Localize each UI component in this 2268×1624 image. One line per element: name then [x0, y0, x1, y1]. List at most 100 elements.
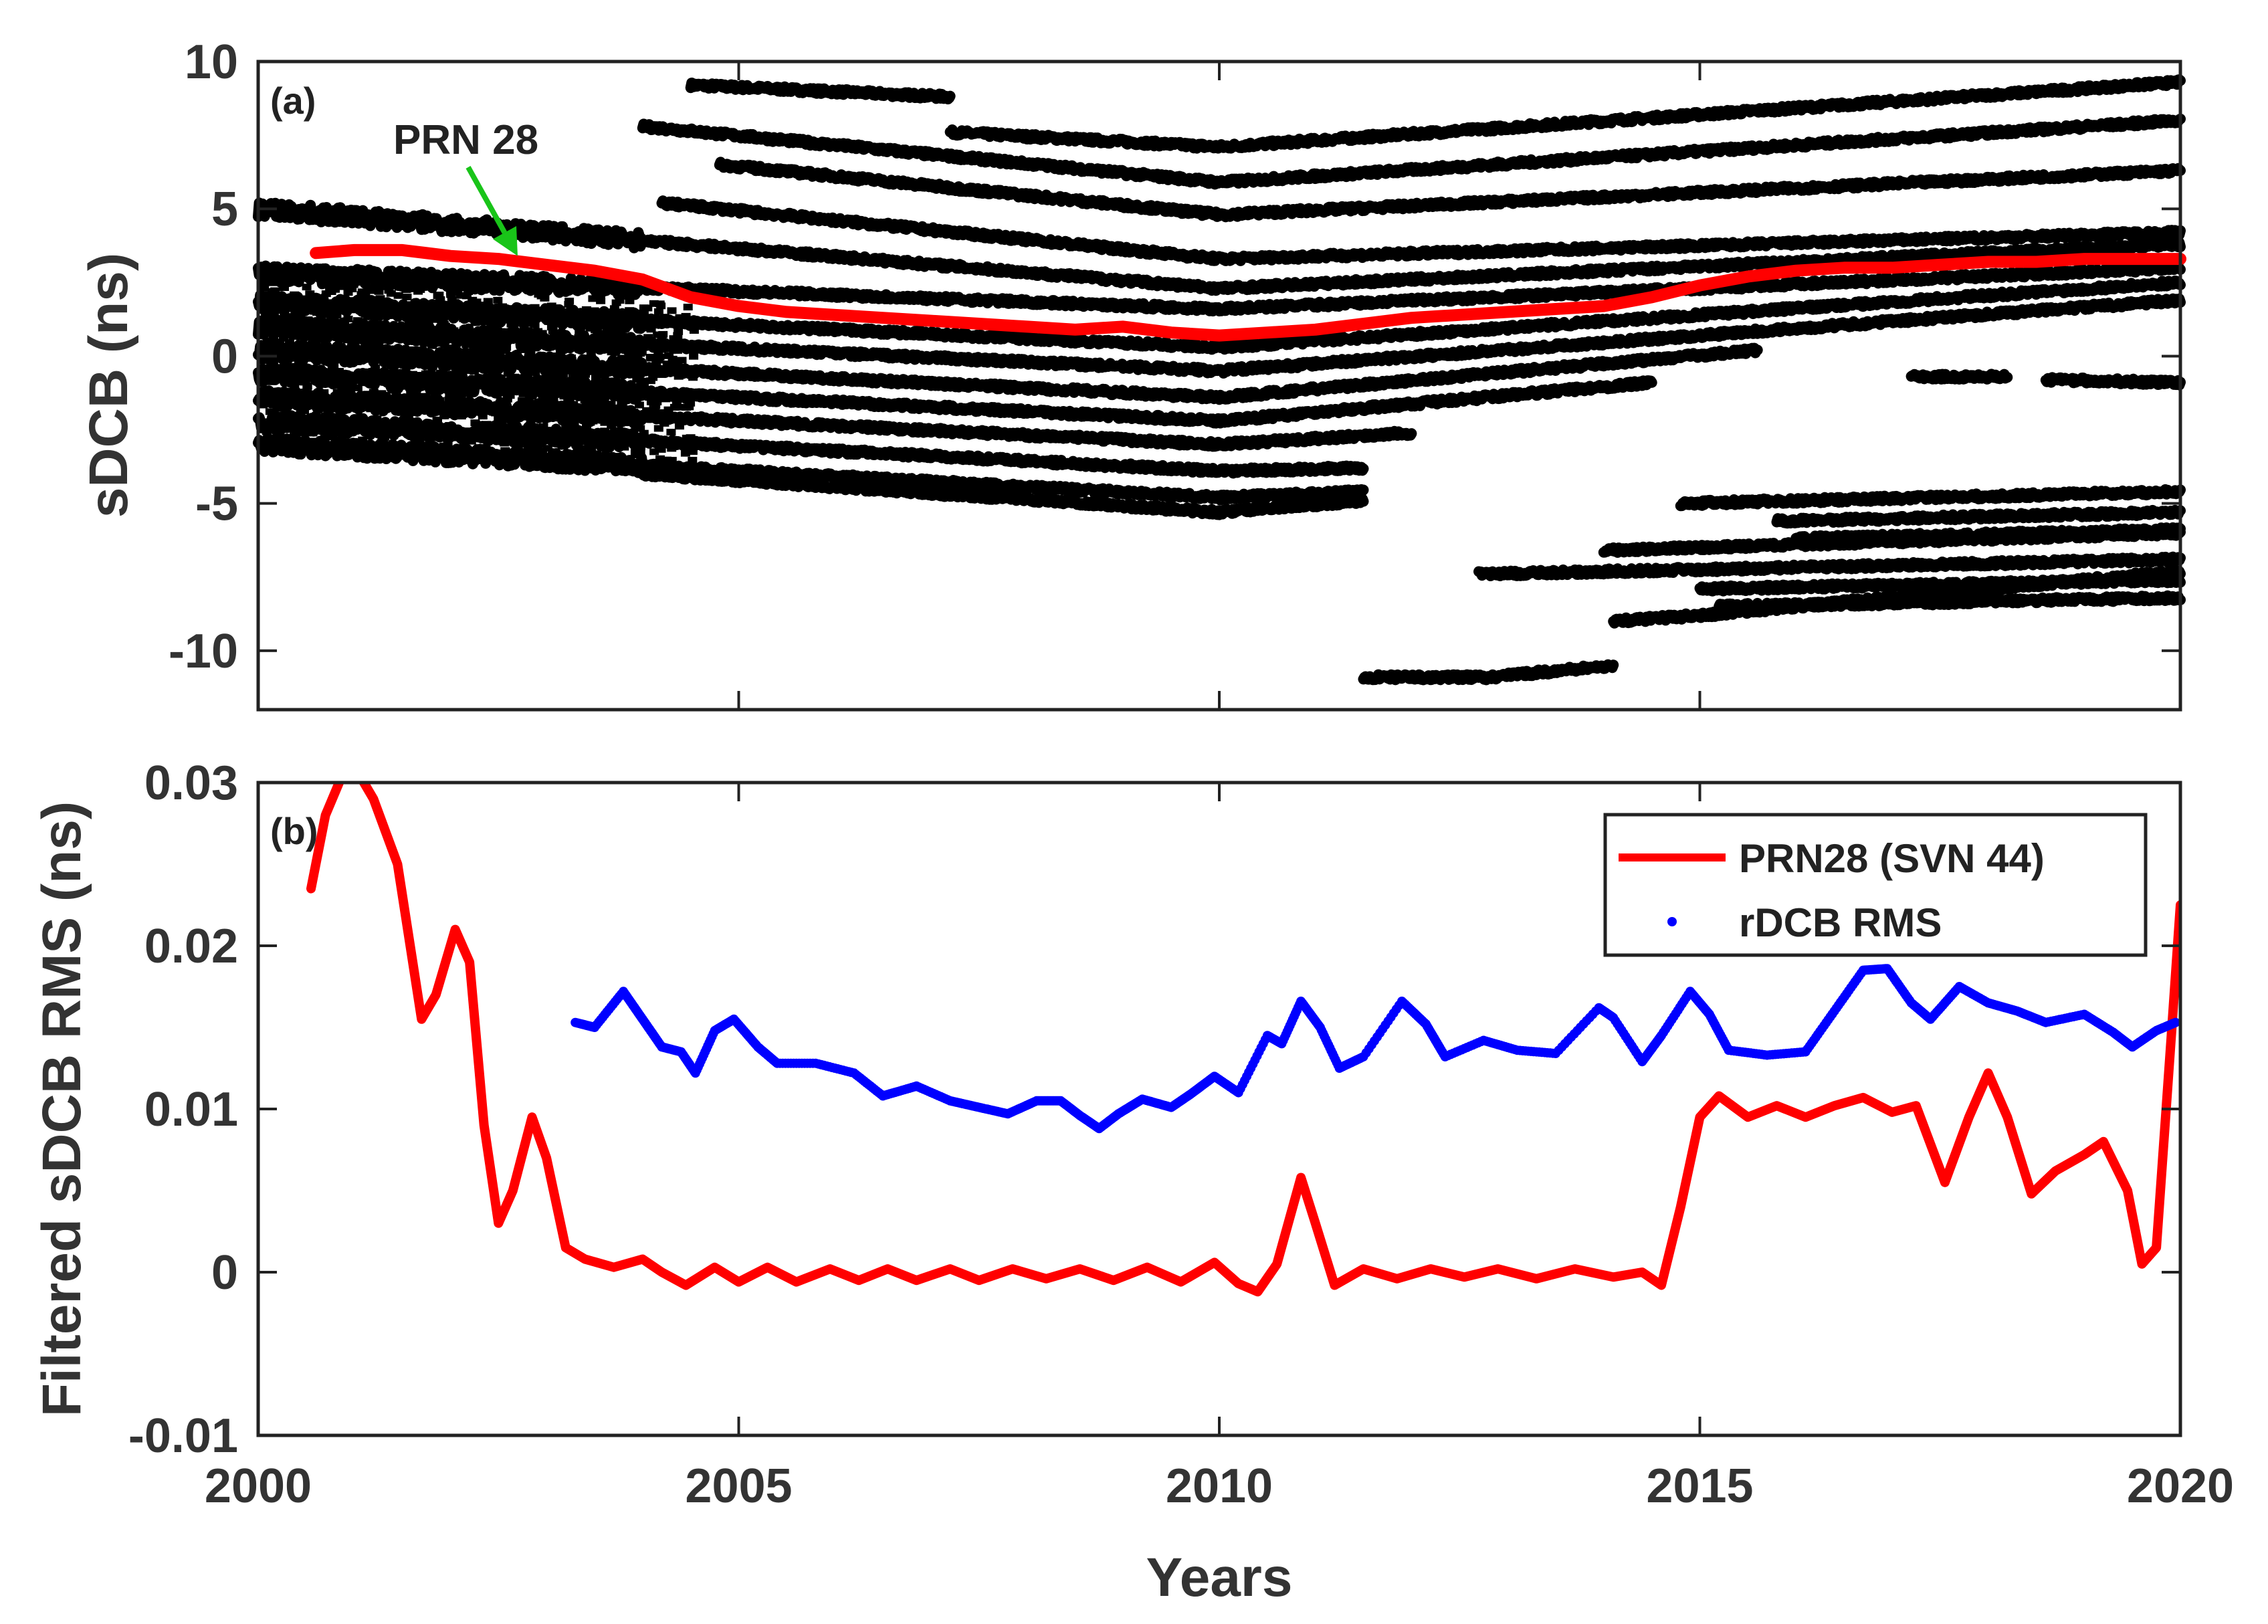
- cloud-dot: [385, 374, 395, 381]
- cloud-dot: [542, 357, 552, 365]
- cloud-dot: [657, 409, 667, 416]
- cloud-dot: [300, 397, 310, 404]
- cloud-dot: [439, 412, 449, 419]
- cloud-dot: [304, 304, 314, 311]
- prn28-point: [1360, 321, 1366, 326]
- cloud-dot: [369, 380, 379, 387]
- cloud-dot: [262, 392, 272, 399]
- cloud-dot: [587, 447, 597, 455]
- cloud-dot: [374, 288, 384, 295]
- cloud-dot: [379, 440, 389, 447]
- cloud-dot: [418, 307, 428, 314]
- satellite-track-line: [1473, 551, 2186, 581]
- cloud-dot: [675, 314, 685, 321]
- cloud-dot: [275, 427, 285, 435]
- cloud-dot: [665, 342, 676, 350]
- cloud-dot: [271, 296, 281, 303]
- cloud-dot: [288, 363, 298, 370]
- cloud-dot: [639, 309, 649, 316]
- cloud-dot: [558, 415, 568, 422]
- cloud-dot: [513, 356, 523, 363]
- panel-a-y-tick-labels: -10 -5 0 5 10: [169, 35, 238, 678]
- cloud-dot: [560, 333, 570, 340]
- cloud-dot: [530, 314, 540, 322]
- cloud-dot: [676, 396, 686, 403]
- satellite-track-line: [253, 197, 2186, 296]
- cloud-dot: [475, 365, 485, 373]
- cloud-dot: [533, 415, 543, 422]
- cloud-dot: [381, 324, 391, 332]
- cloud-dot: [425, 304, 435, 312]
- cloud-dot: [664, 352, 674, 359]
- y-tick-label: 10: [185, 35, 238, 89]
- cloud-dot: [340, 377, 350, 384]
- cloud-dot: [445, 309, 455, 316]
- cloud-dot: [303, 316, 313, 324]
- cloud-dot: [469, 346, 479, 353]
- cloud-dot: [603, 379, 613, 386]
- prn28-point: [1889, 265, 1895, 271]
- cloud-dot: [558, 336, 568, 344]
- cloud-dot: [613, 330, 622, 338]
- cloud-dot: [526, 418, 536, 425]
- cloud-dot: [682, 434, 692, 441]
- cloud-dot: [415, 441, 425, 448]
- prn28-point: [544, 262, 550, 268]
- cloud-dot: [409, 346, 419, 353]
- cloud-dot: [500, 340, 510, 347]
- satellite-track: [253, 260, 2186, 317]
- cloud-dot: [363, 298, 373, 305]
- cloud-dot: [470, 319, 480, 326]
- cloud-dot: [536, 292, 546, 300]
- cloud-dot: [553, 374, 563, 381]
- cloud-dot: [690, 316, 700, 324]
- cloud-dot: [497, 426, 507, 433]
- series-prn28: [306, 783, 2180, 1297]
- cloud-dot: [548, 395, 558, 403]
- cloud-dot: [407, 371, 417, 378]
- satellite-track-line: [253, 260, 2186, 317]
- satellite-track: [2040, 372, 2186, 391]
- cloud-dot: [323, 413, 333, 421]
- cloud-dot: [627, 353, 637, 361]
- cloud-dot: [516, 441, 526, 448]
- cloud-dot: [655, 455, 665, 462]
- prn28-point: [688, 294, 694, 300]
- cloud-dot: [565, 365, 575, 373]
- prn28-point: [447, 253, 453, 259]
- cloud-dot: [512, 425, 522, 433]
- cloud-dot: [478, 350, 488, 357]
- cloud-dot: [581, 435, 591, 443]
- cloud-dot: [587, 408, 597, 415]
- cloud-dot: [363, 391, 373, 398]
- cloud-dot: [326, 425, 336, 433]
- cloud-dot: [671, 440, 681, 447]
- cloud-dot: [617, 369, 627, 376]
- cloud-dot: [631, 451, 641, 459]
- prn28-point: [1312, 326, 1318, 332]
- panel-b-x-tick-labels: 2000 2005 2010 2015 2020: [205, 1459, 2234, 1513]
- cloud-dot: [373, 338, 383, 345]
- satellite-track-line: [1694, 573, 2186, 597]
- cloud-dot: [614, 312, 624, 320]
- cloud-dot: [390, 352, 400, 359]
- cloud-dot: [485, 385, 495, 393]
- cloud-dot: [554, 365, 564, 372]
- cloud-dot: [530, 304, 540, 311]
- y-tick-label: -10: [169, 625, 238, 678]
- cloud-dot: [656, 371, 665, 378]
- cloud-dot: [318, 330, 328, 337]
- cloud-dot: [493, 296, 503, 304]
- cloud-dot: [649, 416, 659, 423]
- cloud-dot: [259, 357, 269, 365]
- cloud-dot: [473, 378, 483, 385]
- cloud-dot: [391, 390, 401, 397]
- prn28-point: [1793, 268, 1799, 274]
- panel-a-prn28-series: [310, 243, 2186, 342]
- cloud-dot: [415, 372, 425, 379]
- cloud-dot: [439, 333, 449, 340]
- cloud-dot: [514, 403, 524, 411]
- cloud-dot: [322, 371, 332, 379]
- prn28-point: [976, 321, 982, 326]
